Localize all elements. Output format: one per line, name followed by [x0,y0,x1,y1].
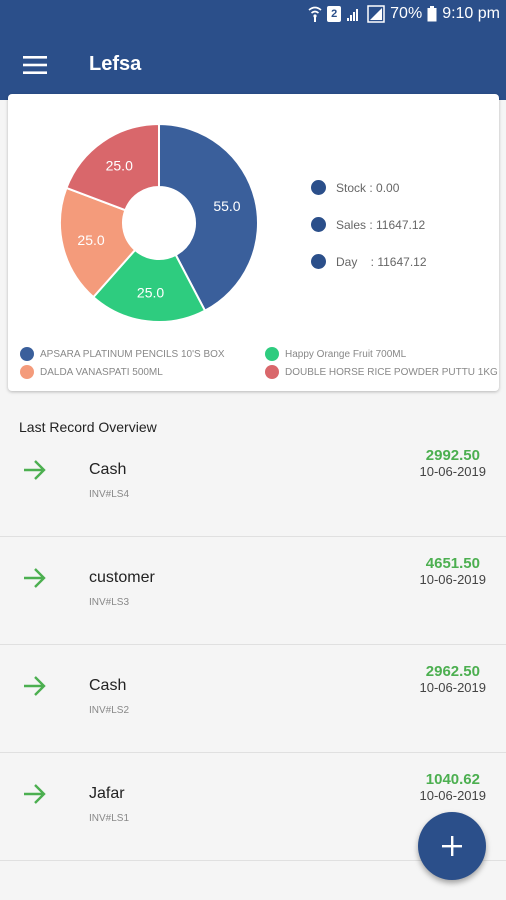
pie-slice-label: 25.0 [77,232,104,248]
record-invoice: INV#LS2 [89,705,130,716]
legend-item: Happy Orange Fruit 700ML [265,347,406,361]
arrow-right-icon [24,784,46,804]
record-name: customer [89,569,155,586]
pie-slice [65,122,160,212]
arrow-right-icon [24,568,46,588]
record-row[interactable]: Cash INV#LS4 2992.50 10-06-2019 [0,429,506,537]
stat-sales-label: Sales : 11647.12 [336,217,426,232]
add-record-button[interactable] [418,812,486,880]
status-icons: 2 70% 9:10 pm [308,5,500,23]
plus-icon [442,836,462,856]
legend-dot [265,347,279,361]
stat-day: Day : 11647.12 [311,254,427,269]
chart-card: 55.0 25.0 25.0 25.0 Stock : 0.00 Sales : 11… [8,94,499,391]
legend-item: DALDA VANASPATI 500ML [20,365,163,379]
record-invoice: INV#LS3 [89,597,130,608]
battery-percent: 70% [390,5,423,22]
pie-slice [59,186,137,299]
record-amount: 2992.50 [425,447,480,464]
signal-icon [347,9,359,21]
record-amount: 4651.50 [425,555,480,572]
record-row[interactable]: Jafar INV#LS1 1040.62 10-06-2019 [0,753,506,861]
stat-day-label: Day : 11647.12 [336,254,427,269]
app-bar: Lefsa [0,30,506,100]
pie-slice [91,248,207,323]
stat-sales: Sales : 11647.12 [311,217,425,232]
stat-stock-label: Stock : 0.00 [336,180,400,195]
record-invoice: INV#LS4 [89,489,130,500]
stat-dot [311,180,326,195]
arrow-right-icon [24,460,46,480]
legend-label: Happy Orange Fruit 700ML [285,348,407,360]
legend-item: DOUBLE HORSE RICE POWDER PUTTU 1KG [265,365,498,379]
menu-button[interactable] [14,44,56,86]
stat-dot [311,254,326,269]
record-invoice: INV#LS1 [89,813,130,824]
record-name: Cash [89,461,127,478]
section-title: Last Record Overview [19,419,157,435]
record-date: 10-06-2019 [419,464,487,479]
record-date: 10-06-2019 [419,788,487,803]
battery-icon [427,6,437,22]
legend-item: APSARA PLATINUM PENCILS 10'S BOX [20,347,225,361]
wifi-call-icon [308,6,322,22]
legend-dot [20,347,34,361]
record-date: 10-06-2019 [419,572,487,587]
status-bar: 2 70% 9:10 pm [0,0,506,30]
arrow-right-icon [24,676,46,696]
record-amount: 1040.62 [425,771,480,788]
app-title: Lefsa [89,53,142,75]
pie-slice [158,122,259,313]
record-name: Jafar [89,785,125,802]
record-amount: 2962.50 [425,663,480,680]
legend-label: DOUBLE HORSE RICE POWDER PUTTU 1KG [285,366,498,378]
hamburger-menu-icon [23,56,47,74]
record-row[interactable]: customer INV#LS3 4651.50 10-06-2019 [0,537,506,645]
legend-dot [20,365,34,379]
record-name: Cash [89,677,127,694]
pie-slice-label: 25.0 [137,284,164,300]
record-date: 10-06-2019 [419,680,487,695]
pie-slice-label: 55.0 [213,198,240,214]
stat-dot [311,217,326,232]
legend-label: APSARA PLATINUM PENCILS 10'S BOX [40,348,225,360]
legend-label: DALDA VANASPATI 500ML [40,366,163,378]
pie-slice-label: 25.0 [106,157,133,173]
record-row[interactable]: Cash INV#LS2 2962.50 10-06-2019 [0,645,506,753]
sim-badge: 2 [327,6,342,22]
donut-chart: 55.0 25.0 25.0 25.0 [59,122,259,323]
legend-dot [265,365,279,379]
stat-stock: Stock : 0.00 [311,180,399,195]
clock: 9:10 pm [442,5,500,22]
signal-box-icon [367,5,385,23]
